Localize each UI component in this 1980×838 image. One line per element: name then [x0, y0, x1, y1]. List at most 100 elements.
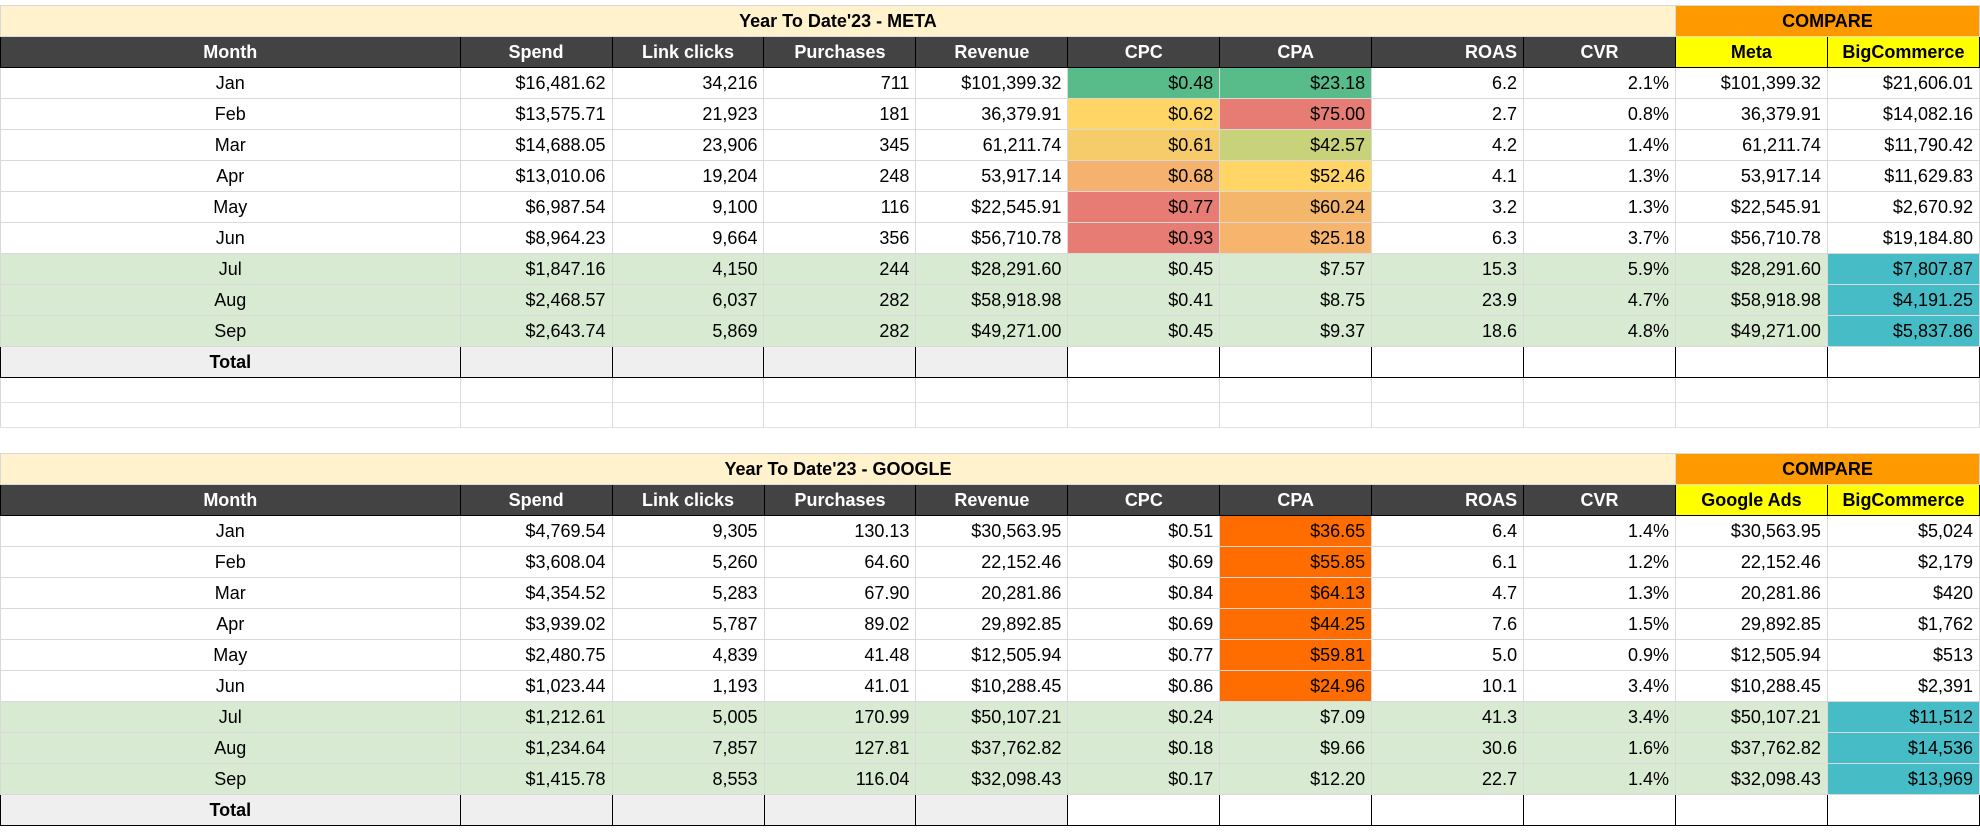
total-cell[interactable] — [611, 794, 765, 826]
header-spend[interactable]: Spend — [459, 36, 613, 68]
cell-cvr[interactable]: 4.8% — [1523, 315, 1676, 347]
cell-purchases[interactable]: 41.48 — [763, 639, 917, 671]
cell-cpc[interactable]: $0.77 — [1067, 191, 1221, 223]
cell-cvr[interactable]: 0.9% — [1523, 639, 1676, 671]
cell-spend[interactable]: $4,769.54 — [459, 515, 613, 547]
header-cpa[interactable]: CPA — [1219, 36, 1373, 68]
cell-cpa[interactable]: $24.96 — [1219, 670, 1373, 702]
total-cell[interactable] — [763, 794, 917, 826]
cell-cpa[interactable]: $55.85 — [1219, 546, 1373, 578]
cell-spend[interactable]: $2,480.75 — [459, 639, 613, 671]
cell-compare-platform[interactable]: $22,545.91 — [1674, 191, 1828, 223]
empty-cell[interactable] — [1523, 377, 1676, 403]
cell-link-clicks[interactable]: 9,664 — [611, 222, 765, 254]
header-roas[interactable]: ROAS — [1371, 484, 1525, 516]
cell-revenue[interactable]: $101,399.32 — [915, 67, 1069, 99]
empty-cell[interactable] — [459, 402, 613, 428]
cell-cvr[interactable]: 1.5% — [1523, 608, 1676, 640]
cell-cpa[interactable]: $36.65 — [1219, 515, 1373, 547]
total-cell[interactable] — [1674, 346, 1828, 378]
cell-compare-platform[interactable]: 22,152.46 — [1674, 546, 1828, 578]
cell-month[interactable]: Jul — [0, 701, 461, 733]
header-revenue[interactable]: Revenue — [915, 484, 1069, 516]
cell-cpa[interactable]: $9.37 — [1219, 315, 1373, 347]
total-cell[interactable] — [915, 346, 1069, 378]
header-bigcommerce[interactable]: BigCommerce — [1826, 484, 1980, 516]
cell-spend[interactable]: $6,987.54 — [459, 191, 613, 223]
cell-roas[interactable]: 22.7 — [1371, 763, 1525, 795]
cell-purchases[interactable]: 89.02 — [763, 608, 917, 640]
cell-month[interactable]: May — [0, 191, 461, 223]
cell-cpa[interactable]: $75.00 — [1219, 98, 1373, 130]
cell-compare-platform[interactable]: $28,291.60 — [1674, 253, 1828, 285]
cell-link-clicks[interactable]: 4,150 — [611, 253, 765, 285]
cell-compare-platform[interactable]: $10,288.45 — [1674, 670, 1828, 702]
cell-purchases[interactable]: 282 — [763, 284, 917, 316]
cell-purchases[interactable]: 116.04 — [763, 763, 917, 795]
cell-link-clicks[interactable]: 4,839 — [611, 639, 765, 671]
total-cell[interactable] — [1219, 794, 1373, 826]
empty-cell[interactable] — [763, 377, 917, 403]
cell-cpc[interactable]: $0.61 — [1067, 129, 1221, 161]
empty-cell[interactable] — [1067, 377, 1221, 403]
cell-roas[interactable]: 4.2 — [1371, 129, 1525, 161]
cell-month[interactable]: Mar — [0, 129, 461, 161]
cell-compare-bigcommerce[interactable]: $13,969 — [1826, 763, 1980, 795]
total-cell[interactable] — [1523, 794, 1676, 826]
empty-cell[interactable] — [763, 402, 917, 428]
cell-cpc[interactable]: $0.18 — [1067, 732, 1221, 764]
cell-purchases[interactable]: 345 — [763, 129, 917, 161]
cell-compare-platform[interactable]: $32,098.43 — [1674, 763, 1828, 795]
empty-cell[interactable] — [1674, 377, 1828, 403]
header-cpc[interactable]: CPC — [1067, 484, 1221, 516]
header-spend[interactable]: Spend — [459, 484, 613, 516]
empty-cell[interactable] — [1523, 402, 1676, 428]
empty-cell[interactable] — [611, 402, 765, 428]
empty-cell[interactable] — [611, 377, 765, 403]
total-cell[interactable] — [611, 346, 765, 378]
cell-spend[interactable]: $16,481.62 — [459, 67, 613, 99]
total-cell[interactable] — [1674, 794, 1828, 826]
header-cvr[interactable]: CVR — [1523, 36, 1676, 68]
cell-purchases[interactable]: 67.90 — [763, 577, 917, 609]
cell-spend[interactable]: $2,643.74 — [459, 315, 613, 347]
cell-spend[interactable]: $1,234.64 — [459, 732, 613, 764]
cell-cvr[interactable]: 1.4% — [1523, 515, 1676, 547]
cell-compare-platform[interactable]: $37,762.82 — [1674, 732, 1828, 764]
cell-compare-bigcommerce[interactable]: $21,606.01 — [1826, 67, 1980, 99]
cell-link-clicks[interactable]: 9,100 — [611, 191, 765, 223]
cell-purchases[interactable]: 170.99 — [763, 701, 917, 733]
cell-revenue[interactable]: 53,917.14 — [915, 160, 1069, 192]
cell-link-clicks[interactable]: 5,005 — [611, 701, 765, 733]
cell-compare-bigcommerce[interactable]: $2,179 — [1826, 546, 1980, 578]
header-cpa[interactable]: CPA — [1219, 484, 1373, 516]
cell-roas[interactable]: 5.0 — [1371, 639, 1525, 671]
cell-link-clicks[interactable]: 8,553 — [611, 763, 765, 795]
compare-label[interactable]: COMPARE — [1674, 453, 1980, 485]
cell-compare-bigcommerce[interactable]: $513 — [1826, 639, 1980, 671]
header-meta[interactable]: Meta — [1674, 36, 1828, 68]
header-link-clicks[interactable]: Link clicks — [611, 36, 765, 68]
cell-revenue[interactable]: $37,762.82 — [915, 732, 1069, 764]
cell-purchases[interactable]: 130.13 — [763, 515, 917, 547]
cell-compare-platform[interactable]: 53,917.14 — [1674, 160, 1828, 192]
cell-month[interactable]: Jan — [0, 67, 461, 99]
cell-spend[interactable]: $1,847.16 — [459, 253, 613, 285]
cell-roas[interactable]: 41.3 — [1371, 701, 1525, 733]
cell-cpa[interactable]: $25.18 — [1219, 222, 1373, 254]
cell-cpc[interactable]: $0.45 — [1067, 253, 1221, 285]
cell-cpc[interactable]: $0.62 — [1067, 98, 1221, 130]
total-cell[interactable] — [1067, 346, 1221, 378]
header-cpc[interactable]: CPC — [1067, 36, 1221, 68]
cell-spend[interactable]: $3,608.04 — [459, 546, 613, 578]
cell-compare-bigcommerce[interactable]: $11,512 — [1826, 701, 1980, 733]
cell-month[interactable]: Aug — [0, 284, 461, 316]
cell-revenue[interactable]: 22,152.46 — [915, 546, 1069, 578]
cell-compare-platform[interactable]: $30,563.95 — [1674, 515, 1828, 547]
cell-revenue[interactable]: $56,710.78 — [915, 222, 1069, 254]
cell-cpa[interactable]: $23.18 — [1219, 67, 1373, 99]
cell-cpc[interactable]: $0.77 — [1067, 639, 1221, 671]
total-cell[interactable] — [763, 346, 917, 378]
header-purchases[interactable]: Purchases — [763, 36, 917, 68]
cell-cpa[interactable]: $7.09 — [1219, 701, 1373, 733]
